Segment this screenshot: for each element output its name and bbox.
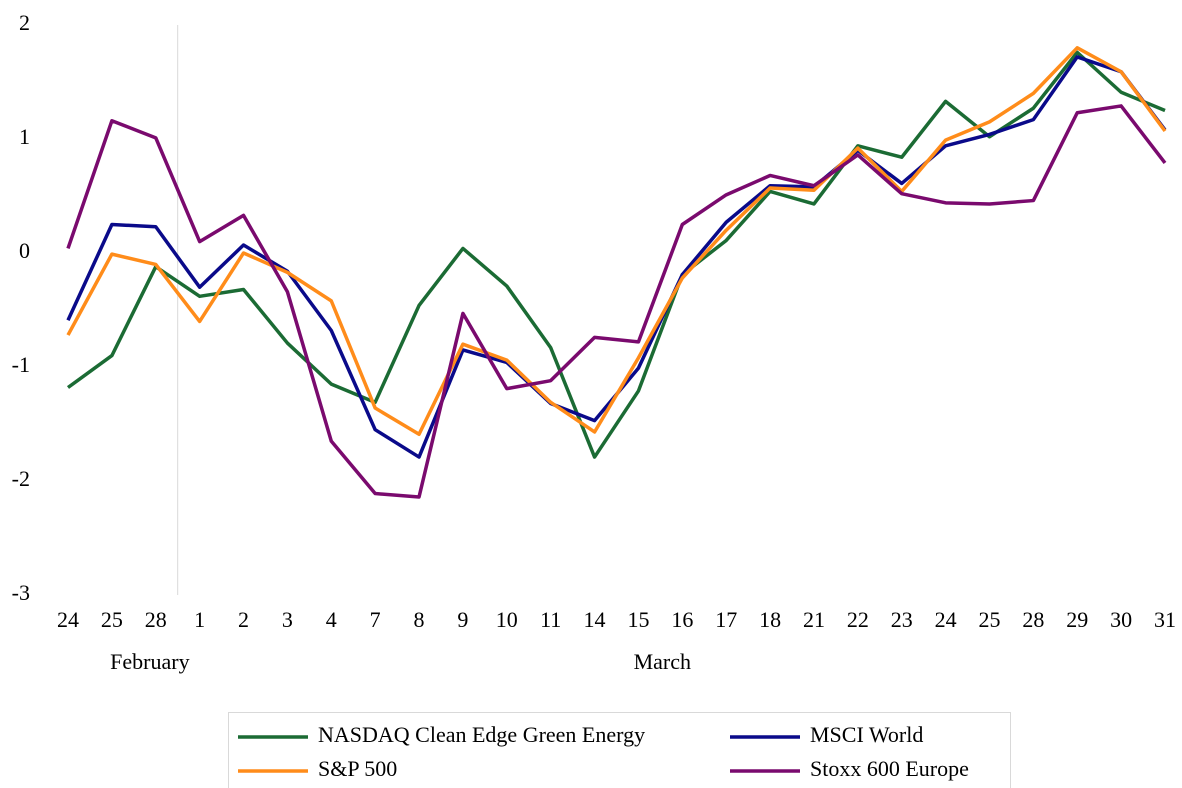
legend-box	[228, 712, 1011, 788]
legend-label: NASDAQ Clean Edge Green Energy	[318, 722, 645, 747]
x-tick-label: 21	[803, 607, 825, 632]
x-tick-label: 17	[715, 607, 737, 632]
x-tick-label: 10	[496, 607, 518, 632]
x-tick-label: 7	[370, 607, 381, 632]
x-tick-label: 24	[935, 607, 957, 632]
x-tick-label: 15	[627, 607, 649, 632]
x-tick-label: 14	[584, 607, 606, 632]
legend-label: MSCI World	[810, 722, 923, 747]
x-tick-label: 8	[414, 607, 425, 632]
legend-label: S&P 500	[318, 756, 397, 781]
x-tick-label: 25	[101, 607, 123, 632]
y-tick-label: 0	[19, 238, 30, 263]
series-line	[66, 50, 1166, 459]
series-line	[66, 46, 1167, 437]
x-tick-label: 23	[891, 607, 913, 632]
x-tick-label: 18	[759, 607, 781, 632]
x-tick-label: 4	[326, 607, 337, 632]
x-tick-label: 3	[282, 607, 293, 632]
y-tick-label: -3	[12, 580, 30, 605]
y-tick-label: -1	[12, 352, 30, 377]
x-tick-label: 9	[457, 607, 468, 632]
x-tick-label: 31	[1154, 607, 1176, 632]
x-tick-label: 28	[1022, 607, 1044, 632]
y-tick-label: -2	[12, 466, 30, 491]
y-tick-label: 2	[19, 10, 30, 35]
y-tick-label: 1	[19, 124, 30, 149]
x-tick-label: 22	[847, 607, 869, 632]
x-tick-label: 11	[540, 607, 561, 632]
legend-label: Stoxx 600 Europe	[810, 756, 969, 781]
x-tick-label: 1	[194, 607, 205, 632]
series-line	[66, 104, 1167, 499]
x-tick-label: 2	[238, 607, 249, 632]
x-tick-label: 24	[57, 607, 79, 632]
month-label: March	[634, 649, 691, 674]
x-tick-label: 16	[671, 607, 693, 632]
x-tick-label: 28	[145, 607, 167, 632]
month-label: February	[110, 649, 189, 674]
x-tick-label: 25	[978, 607, 1000, 632]
x-tick-label: 29	[1066, 607, 1088, 632]
x-tick-label: 30	[1110, 607, 1132, 632]
